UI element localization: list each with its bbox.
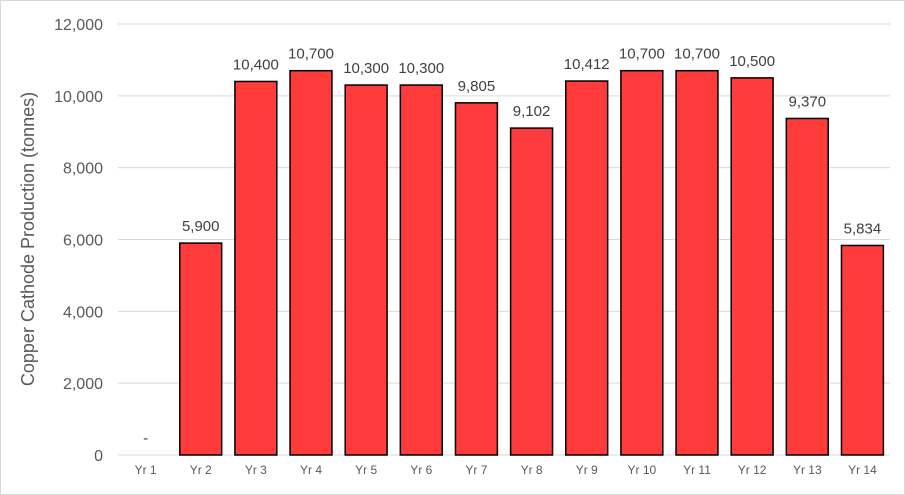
x-tick-label: Yr 3: [245, 463, 267, 477]
y-tick-label: 4,000: [63, 304, 103, 321]
x-tick-label: Yr 7: [465, 463, 487, 477]
bar: [454, 102, 499, 456]
bar: [730, 77, 774, 456]
y-tick-label: 0: [94, 448, 103, 465]
data-label: 5,834: [844, 220, 882, 237]
x-tick-label: Yr 12: [738, 463, 767, 477]
y-tick-label: 2,000: [63, 376, 103, 393]
data-labels: - 5,900 10,400 10,700 10,300 10,300 9,805 9,102…: [143, 46, 881, 447]
x-tick-label: Yr 8: [521, 463, 543, 477]
x-tick-label: Yr 9: [576, 463, 598, 477]
y-tick-label: 6,000: [63, 233, 103, 250]
x-tick-label: Yr 6: [410, 463, 432, 477]
y-axis-ticks: 0 2,000 4,000 6,000 8,000 10,000 12,000: [54, 17, 103, 465]
data-label: 10,300: [398, 60, 444, 77]
bar: [399, 84, 443, 456]
y-tick-label: 8,000: [63, 161, 103, 178]
x-tick-label: Yr 5: [355, 463, 377, 477]
data-label: 10,400: [233, 56, 279, 73]
bar: [509, 127, 554, 456]
bar: [840, 244, 885, 456]
data-label: 9,102: [513, 103, 551, 120]
bar: [344, 84, 388, 456]
x-tick-label: Yr 10: [628, 463, 657, 477]
data-label: 10,300: [343, 60, 389, 77]
x-tick-label: Yr 11: [683, 463, 711, 477]
y-tick-label: 12,000: [54, 17, 103, 34]
bar: [565, 80, 609, 456]
x-tick-label: Yr 2: [190, 463, 212, 477]
y-axis-label: Copper Cathode Production (tonnes): [18, 92, 38, 386]
data-label: 9,805: [458, 78, 496, 95]
x-tick-label: Yr 13: [793, 463, 822, 477]
data-label: 9,370: [789, 93, 827, 110]
x-axis-ticks: Yr 1 Yr 2 Yr 3 Yr 4 Yr 5 Yr 6 Yr 7 Yr 8 Yr 9 Yr 1…: [135, 463, 878, 477]
data-label: -: [143, 430, 148, 447]
data-label: 10,500: [729, 53, 775, 70]
gridlines: [118, 23, 890, 456]
bar: [289, 69, 333, 456]
bars: [179, 69, 885, 456]
bar: [620, 69, 664, 456]
bar: [785, 117, 829, 456]
bar: [234, 80, 278, 456]
bar: [179, 242, 223, 456]
data-label: 10,412: [564, 56, 610, 73]
data-label: 10,700: [288, 46, 334, 63]
data-label: 10,700: [674, 46, 720, 63]
x-tick-label: Yr 4: [300, 463, 322, 477]
data-label: 5,900: [182, 218, 220, 235]
x-tick-label: Yr 14: [848, 463, 877, 477]
bar: [675, 69, 719, 456]
data-label: 10,700: [619, 46, 665, 63]
x-tick-label: Yr 1: [135, 463, 157, 477]
y-tick-label: 10,000: [54, 89, 103, 106]
